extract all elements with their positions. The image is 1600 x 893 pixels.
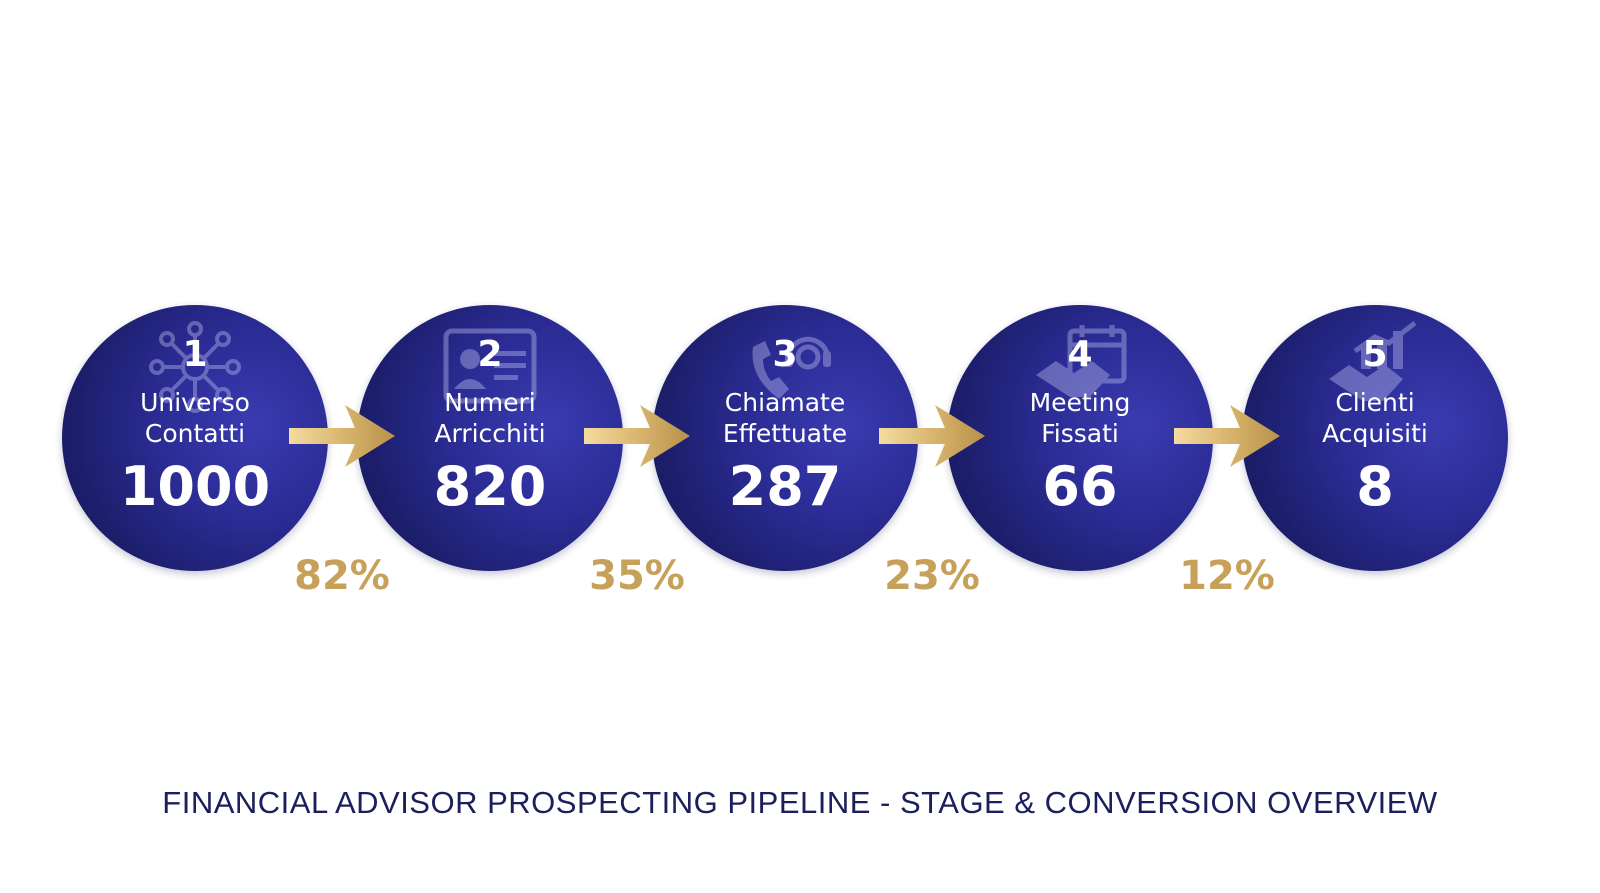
stage-label-line: Contatti <box>144 419 246 448</box>
contact-card-icon <box>440 317 540 417</box>
stage-chiamate-effettuate: 3 Chiamate Effettuate 287 <box>652 305 918 571</box>
stage-label: Clienti Acquisiti <box>1242 387 1508 449</box>
arrow-right-icon <box>289 403 397 469</box>
stage-number: 1 <box>182 334 208 375</box>
stage-number: 3 <box>772 334 798 375</box>
handshake-growth-icon <box>1325 317 1425 417</box>
calendar-handshake-icon <box>1030 317 1130 417</box>
stage-clienti-acquisiti: 5 Clienti Acquisiti 8 <box>1242 305 1508 571</box>
stage-value: 8 <box>1356 455 1394 518</box>
stage-label: Universo Contatti <box>62 387 328 449</box>
conversion-rate: 35% <box>589 553 685 599</box>
network-icon <box>145 317 245 417</box>
stage-label: Numeri Arricchiti <box>357 387 623 449</box>
stage-label: Meeting Fissati <box>947 387 1213 449</box>
arrow-right-icon <box>584 403 692 469</box>
stage-universo-contatti: 1 Universo Contatti 1000 <box>62 305 328 571</box>
stage-value: 1000 <box>119 455 271 518</box>
conversion-rate: 12% <box>1179 553 1275 599</box>
diagram-title: FINANCIAL ADVISOR PROSPECTING PIPELINE -… <box>162 785 1438 820</box>
stage-label-line: Numeri <box>444 388 536 417</box>
stage-value: 287 <box>728 455 842 518</box>
stage-value: 66 <box>1042 455 1118 518</box>
stage-label-line: Fissati <box>1041 419 1119 448</box>
stage-number: 2 <box>477 334 503 375</box>
stage-label: Chiamate Effettuate <box>652 387 918 449</box>
stage-label-line: Universo <box>140 388 250 417</box>
arrow-right-icon <box>879 403 987 469</box>
stage-number: 5 <box>1362 334 1388 375</box>
phone-headset-icon <box>735 317 835 417</box>
stage-numeri-arricchiti: 2 Numeri Arricchiti 820 <box>357 305 623 571</box>
stage-label-line: Clienti <box>1335 388 1415 417</box>
stage-label-line: Chiamate <box>724 388 846 417</box>
conversion-rate: 82% <box>294 553 390 599</box>
stage-label-line: Meeting <box>1029 388 1131 417</box>
arrow-right-icon <box>1174 403 1282 469</box>
stage-label-line: Effettuate <box>722 419 848 448</box>
stage-label-line: Acquisiti <box>1322 419 1428 448</box>
stage-value: 820 <box>433 455 547 518</box>
conversion-rate: 23% <box>884 553 980 599</box>
stage-label-line: Arricchiti <box>434 419 546 448</box>
stage-meeting-fissati: 4 Meeting Fissati 66 <box>947 305 1213 571</box>
stage-number: 4 <box>1067 334 1093 375</box>
